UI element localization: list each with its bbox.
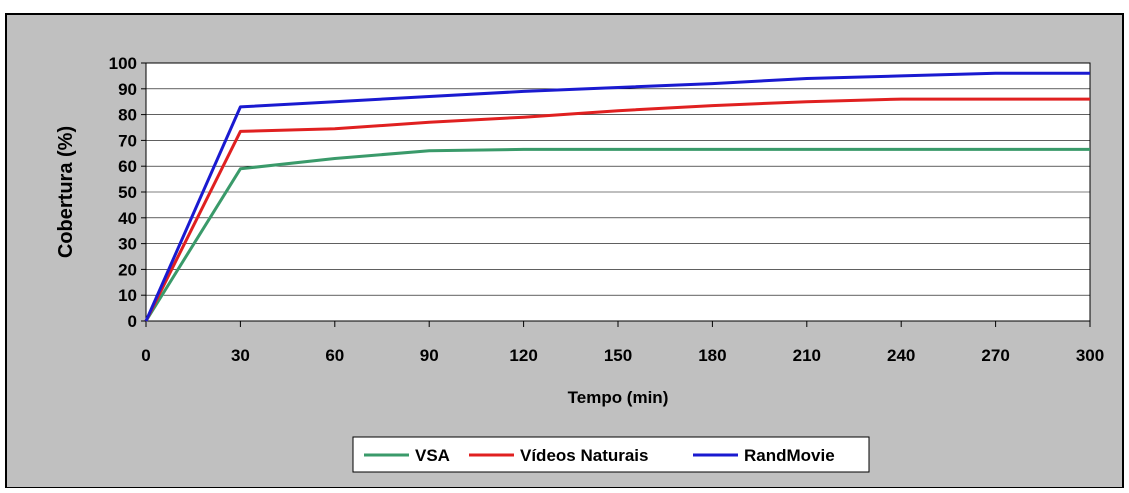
series-line-vsa xyxy=(144,147,1090,322)
y-tick-label: 0 xyxy=(128,312,137,331)
x-tick-label: 120 xyxy=(509,346,537,365)
series-lines xyxy=(144,71,1090,322)
axes: 0 10 20 30 40 50 60 70 80 90 100 0 30 60 90 120 150 180 21… xyxy=(109,54,1105,365)
legend-label-randmovie: RandMovie xyxy=(744,446,835,465)
y-tick-label: 70 xyxy=(118,131,137,150)
y-axis-label: Cobertura (%) xyxy=(55,126,77,258)
x-tick-label: 90 xyxy=(420,346,439,365)
y-tick-label: 100 xyxy=(109,54,137,73)
x-tick-label: 210 xyxy=(793,346,821,365)
x-tick-label: 60 xyxy=(325,346,344,365)
y-tick-label: 40 xyxy=(118,209,137,228)
y-tick-label: 10 xyxy=(118,286,137,305)
y-tick-label: 60 xyxy=(118,157,137,176)
y-tick-label: 20 xyxy=(118,260,137,279)
legend: VSA Vídeos Naturais RandMovie xyxy=(352,436,870,473)
x-tick-label: 0 xyxy=(141,346,150,365)
x-tick-label: 150 xyxy=(604,346,632,365)
x-tick-label: 30 xyxy=(231,346,250,365)
legend-label-vsa: VSA xyxy=(415,446,450,465)
x-tick-label: 300 xyxy=(1076,346,1104,365)
y-tick-label: 90 xyxy=(118,80,137,99)
legend-box xyxy=(352,436,870,473)
series-line-videos-naturais xyxy=(144,97,1090,322)
gridlines xyxy=(146,62,1090,296)
y-tick-label: 50 xyxy=(118,183,137,202)
y-tick-label: 30 xyxy=(118,235,137,254)
x-axis-label: Tempo (min) xyxy=(568,388,669,407)
x-tick-label: 270 xyxy=(981,346,1009,365)
x-tick-label: 180 xyxy=(698,346,726,365)
series-line-randmovie xyxy=(144,71,1090,322)
y-tick-label: 80 xyxy=(118,106,137,125)
legend-label-videos-naturais: Vídeos Naturais xyxy=(520,446,649,465)
x-tick-label: 240 xyxy=(887,346,915,365)
